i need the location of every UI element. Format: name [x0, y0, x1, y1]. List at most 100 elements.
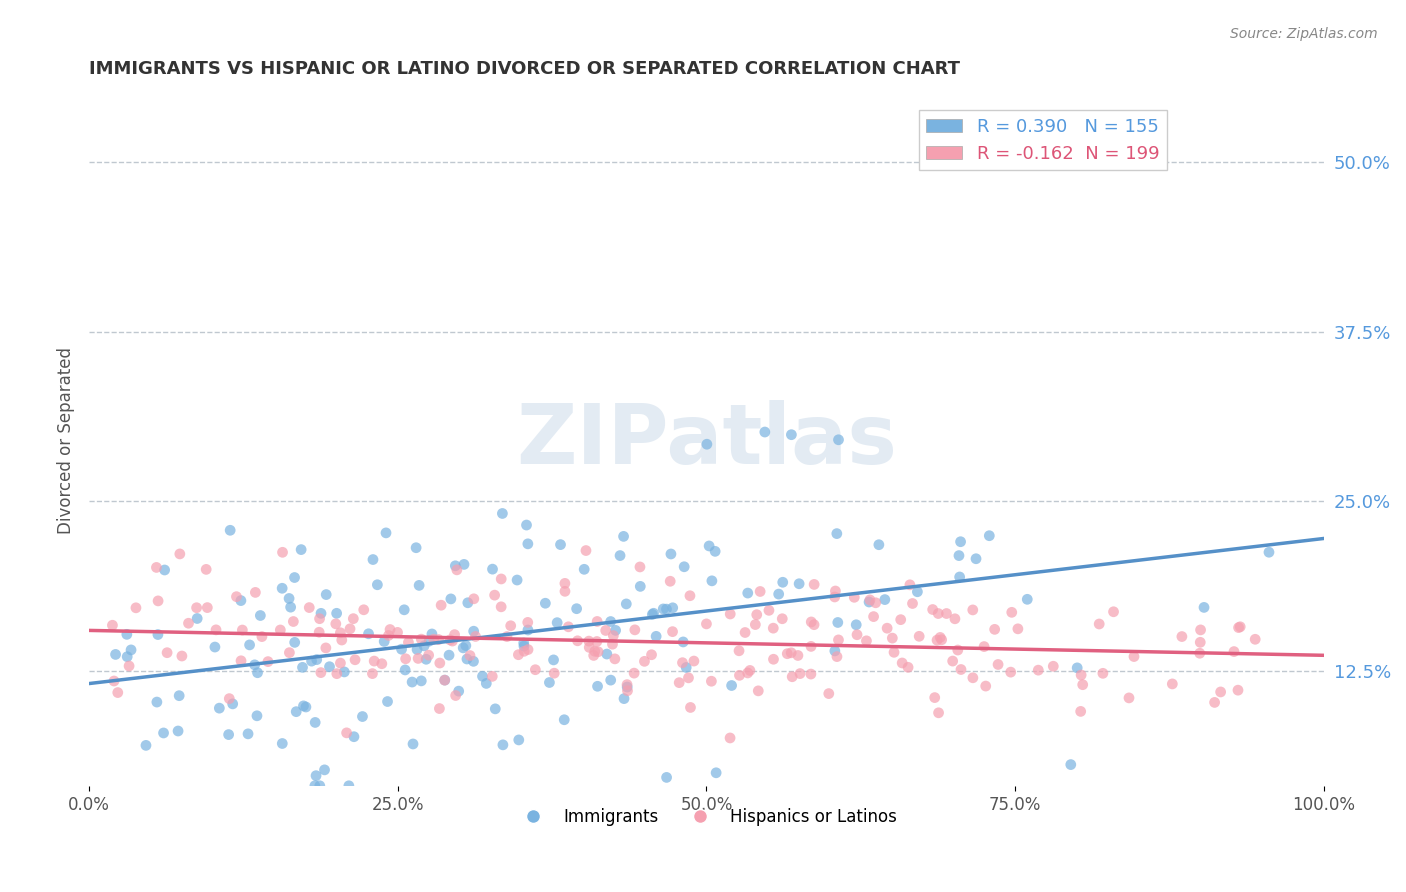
Point	[762, 621, 785, 635]
Point	[243, 657, 266, 672]
Point	[965, 551, 987, 566]
Point	[291, 660, 314, 674]
Point	[167, 724, 190, 739]
Point	[420, 627, 443, 641]
Point	[167, 689, 190, 703]
Point	[496, 630, 519, 644]
Point	[454, 639, 477, 653]
Point	[770, 612, 793, 626]
Point	[229, 593, 252, 607]
Point	[295, 700, 318, 714]
Point	[659, 574, 682, 589]
Point	[873, 592, 896, 607]
Point	[1227, 683, 1250, 698]
Point	[603, 652, 626, 666]
Point	[516, 537, 538, 551]
Point	[325, 616, 347, 631]
Point	[186, 611, 208, 625]
Point	[308, 779, 330, 793]
Point	[314, 763, 336, 777]
Point	[645, 629, 668, 643]
Point	[728, 668, 751, 682]
Point	[720, 679, 742, 693]
Point	[283, 570, 305, 584]
Point	[605, 624, 627, 638]
Point	[749, 584, 772, 599]
Point	[973, 640, 995, 654]
Point	[298, 600, 321, 615]
Point	[754, 425, 776, 439]
Point	[257, 655, 280, 669]
Point	[643, 607, 665, 621]
Point	[844, 591, 866, 605]
Point	[361, 552, 384, 566]
Point	[737, 586, 759, 600]
Point	[744, 617, 766, 632]
Point	[115, 627, 138, 641]
Point	[309, 665, 332, 680]
Point	[357, 627, 380, 641]
Point	[772, 575, 794, 590]
Point	[1223, 644, 1246, 658]
Point	[292, 698, 315, 713]
Point	[305, 769, 328, 783]
Point	[325, 607, 347, 621]
Point	[668, 675, 690, 690]
Point	[103, 673, 125, 688]
Point	[927, 607, 949, 621]
Point	[1102, 605, 1125, 619]
Point	[700, 674, 723, 689]
Point	[269, 623, 291, 637]
Point	[675, 660, 697, 674]
Point	[447, 684, 470, 698]
Point	[464, 630, 486, 644]
Point	[517, 623, 540, 637]
Point	[406, 642, 429, 657]
Point	[846, 628, 869, 642]
Point	[655, 771, 678, 785]
Point	[508, 648, 530, 662]
Point	[780, 427, 803, 442]
Point	[513, 639, 536, 653]
Point	[499, 619, 522, 633]
Point	[586, 634, 609, 648]
Point	[616, 678, 638, 692]
Text: ZIPatlas: ZIPatlas	[516, 400, 897, 481]
Point	[433, 673, 456, 688]
Point	[946, 643, 969, 657]
Point	[575, 543, 598, 558]
Point	[120, 643, 142, 657]
Point	[305, 652, 328, 666]
Point	[402, 737, 425, 751]
Point	[508, 733, 530, 747]
Point	[613, 691, 636, 706]
Point	[565, 601, 588, 615]
Point	[983, 623, 1005, 637]
Point	[1171, 630, 1194, 644]
Point	[271, 737, 294, 751]
Point	[876, 621, 898, 635]
Point	[517, 642, 540, 657]
Point	[1066, 661, 1088, 675]
Point	[107, 685, 129, 699]
Point	[534, 596, 557, 610]
Point	[718, 607, 741, 621]
Text: Source: ZipAtlas.com: Source: ZipAtlas.com	[1230, 27, 1378, 41]
Point	[377, 628, 399, 642]
Point	[824, 590, 846, 604]
Point	[800, 640, 823, 654]
Point	[339, 622, 361, 636]
Point	[546, 615, 568, 630]
Point	[481, 562, 503, 576]
Point	[1188, 646, 1211, 660]
Point	[628, 579, 651, 593]
Point	[271, 545, 294, 559]
Point	[375, 525, 398, 540]
Point	[422, 632, 444, 647]
Point	[104, 648, 127, 662]
Point	[463, 591, 485, 606]
Point	[962, 603, 984, 617]
Point	[1209, 685, 1232, 699]
Point	[177, 616, 200, 631]
Point	[280, 600, 302, 615]
